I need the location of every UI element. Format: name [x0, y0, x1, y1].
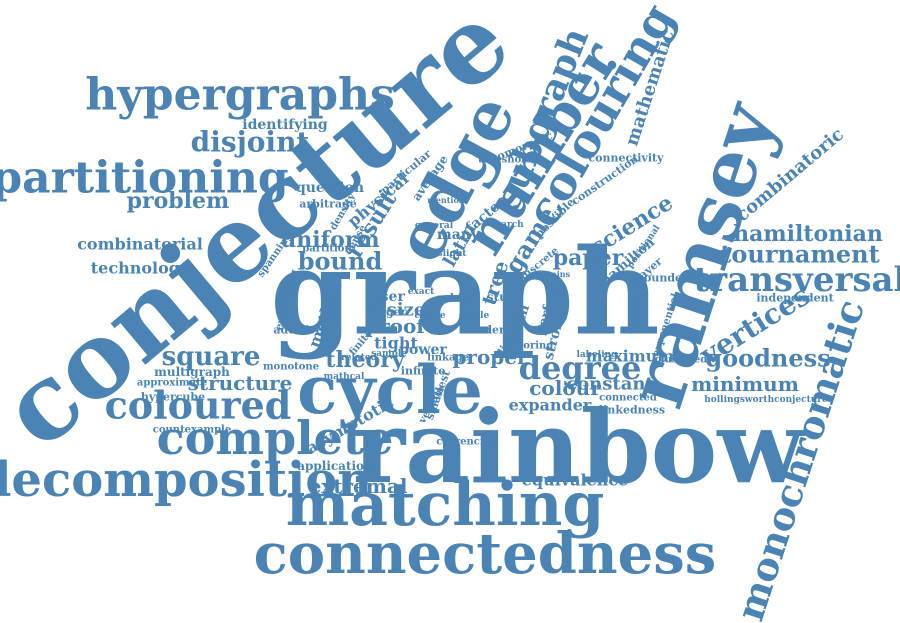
word-clique: clique — [415, 311, 446, 321]
word-constant: constant — [566, 374, 654, 395]
word-study: study — [487, 290, 524, 304]
word-many: many — [437, 227, 480, 243]
word-monotone: monotone — [263, 362, 319, 373]
word-connectivity: connectivity — [588, 152, 664, 165]
word-question: question — [296, 180, 364, 196]
word-hypercube: hypercube — [141, 391, 205, 404]
word-connectedness: connectedness — [254, 521, 717, 587]
word-bounded: bounded — [636, 272, 690, 285]
word-transversal: transversal — [694, 260, 900, 300]
word-tight: tight — [374, 334, 418, 353]
word-independent: independent — [756, 292, 834, 305]
word-cubic: cubic — [435, 292, 469, 305]
word-coloured: coloured — [105, 383, 292, 428]
word-extremal: extremal — [309, 474, 408, 498]
word-proof: proof — [365, 314, 426, 338]
word-power: power — [399, 342, 447, 358]
word-linkedness: linkedness — [599, 404, 665, 417]
word-proper: proper — [452, 345, 528, 369]
word-size: size — [387, 300, 426, 321]
word-uniform: uniform — [280, 227, 379, 253]
word-paper: paper — [553, 245, 624, 271]
word-hypergraphs: hypergraphs — [85, 70, 394, 121]
word-square: square — [162, 342, 261, 372]
word-hollingsworthconjecture: hollingsworthconjecture — [704, 395, 828, 405]
word-expander: expander — [509, 396, 592, 415]
word-infinite: infinite — [401, 365, 445, 378]
word-ryser: ryser — [365, 289, 405, 305]
word-degree: degree — [519, 349, 642, 387]
word-complete: complete — [157, 411, 394, 465]
word-mathcal: mathcal — [324, 372, 365, 382]
word-minimum: minimum — [691, 372, 799, 396]
word-stable: stable — [459, 311, 490, 321]
word-general: general — [415, 221, 454, 231]
word-search: search — [490, 220, 524, 230]
word-threshold: threshold — [478, 155, 532, 166]
word-colour: colour — [529, 376, 601, 400]
word-bound: bound — [298, 247, 383, 276]
word-clustered: clustered — [655, 355, 707, 366]
word-multigraph: multigraph — [154, 365, 230, 379]
word-cycle: cycle — [297, 351, 483, 429]
word-identifying: identifying — [242, 117, 328, 133]
word-goodness: goodness — [705, 344, 830, 373]
word-labeling: labeling — [577, 350, 619, 360]
word-partition: partition — [302, 244, 352, 255]
word-slight: slight — [438, 249, 468, 259]
word-countexample: countexample — [153, 425, 231, 436]
word-coloring: coloring — [507, 341, 554, 352]
word-arbitrage: arbitrage — [299, 198, 357, 211]
word-equivalence: equivalence — [522, 471, 629, 490]
word-rainbow: rainbow — [353, 388, 807, 506]
word-tournament: tournament — [720, 240, 879, 269]
word-structure: structure — [188, 371, 293, 395]
word-matching: matching — [286, 470, 605, 540]
word-connected: connected — [599, 393, 657, 404]
word-problem: problem — [127, 188, 230, 214]
word-currencies: currencies — [436, 437, 496, 448]
word-order: order — [471, 324, 505, 337]
word-decomposition: decomposition — [0, 452, 372, 508]
word-combinatorial: combinatorial — [77, 235, 203, 254]
word-additive: additive — [273, 324, 322, 337]
word-maximum: maximum — [586, 347, 674, 366]
word-partitioning: partitioning — [0, 153, 289, 204]
word-berger: berger — [366, 306, 407, 319]
word-linkage: linkage — [427, 353, 469, 364]
word-sample: sample — [371, 349, 407, 359]
word-mention: mention — [427, 195, 464, 205]
word-related: related — [341, 353, 378, 363]
word-theory: theory — [325, 347, 405, 373]
word-technology: technology — [91, 259, 190, 278]
word-application: application — [297, 459, 373, 473]
word-approximate: approximate — [137, 378, 207, 389]
word-hamiltonian: hamiltonian — [733, 221, 883, 247]
word-exact: exact — [408, 287, 435, 297]
word-contains: contains — [532, 269, 571, 279]
word-graph: graph — [270, 223, 659, 362]
word-disjoint: disjoint — [191, 126, 310, 159]
